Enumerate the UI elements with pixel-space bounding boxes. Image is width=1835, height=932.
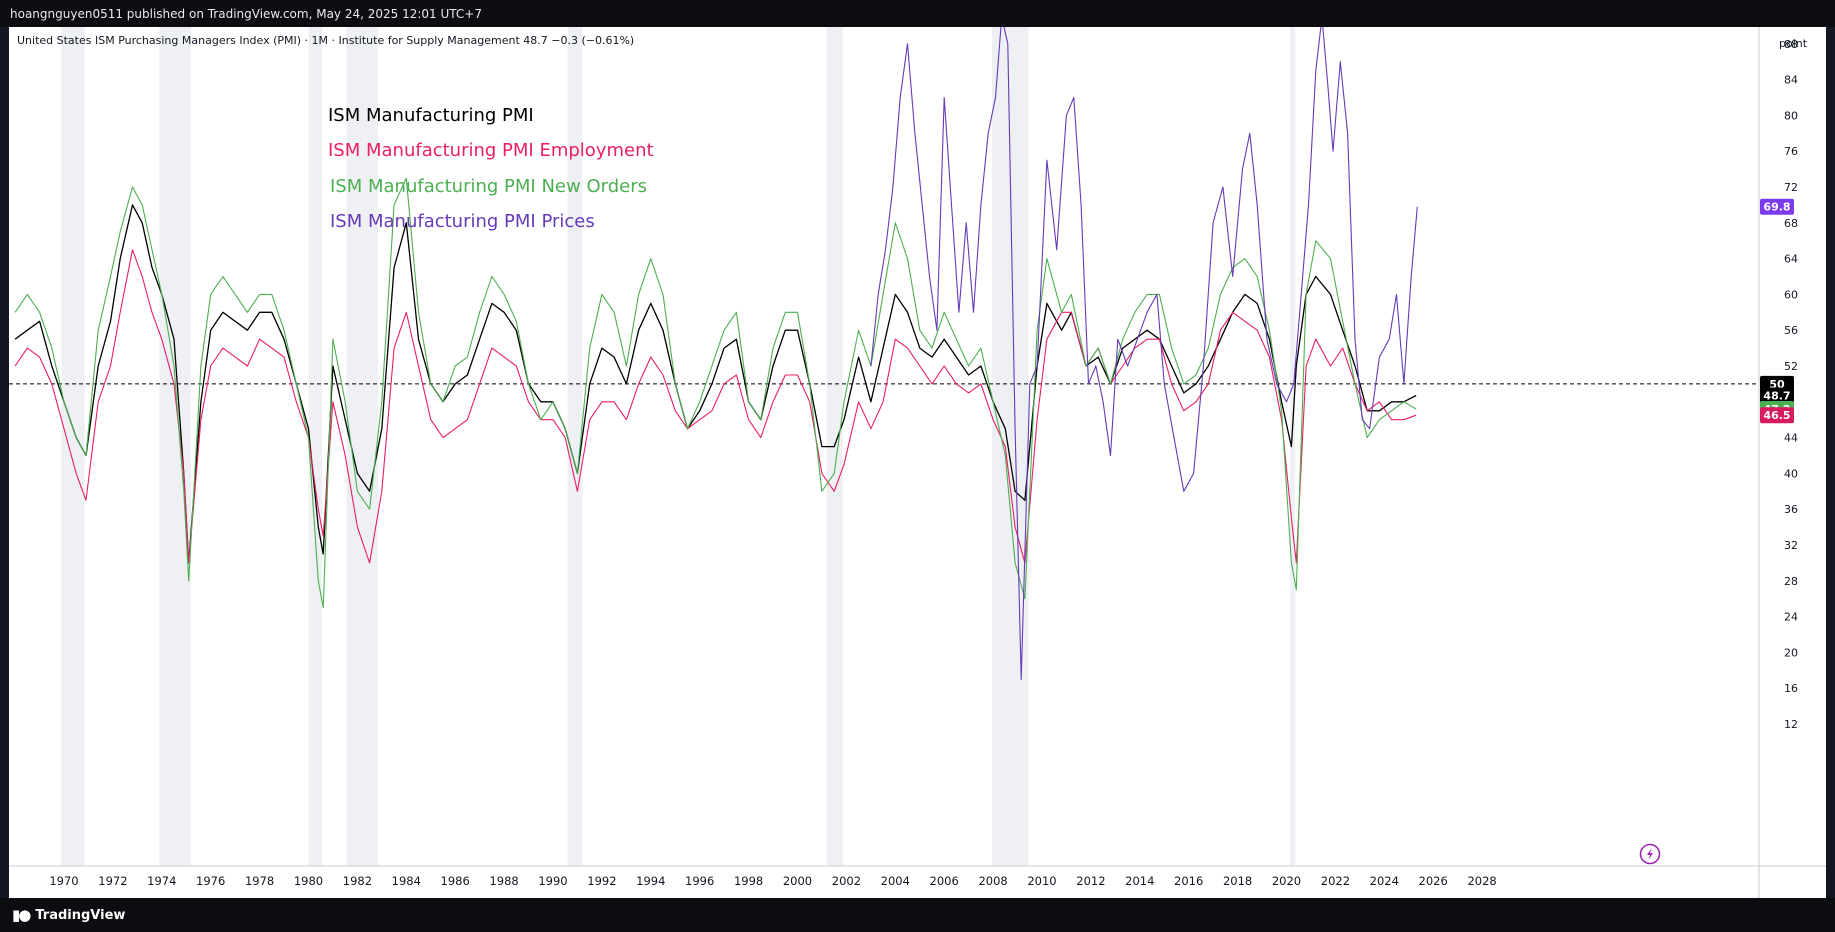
time-tick-label: 2006 [930,874,959,888]
series-line-2 [14,177,1417,609]
legend-item-pmi: ISM Manufacturing PMI [328,105,534,126]
price-tick-label: 80 [1784,109,1798,122]
recession-band [308,27,322,866]
last-value-badge-label: 46.5 [1763,409,1790,422]
recession-band [567,27,583,866]
price-tick-label: 24 [1784,611,1798,624]
legend: ISM Manufacturing PMI ISM Manufacturing … [328,105,654,232]
publisher-line: hoangnguyen0511 published on TradingView… [10,7,482,21]
time-axis[interactable]: 1970 1972 1974 1976 1978 1980 1982 1984 1986 1988… [49,874,1496,888]
publisher-bar: hoangnguyen0511 published on TradingView… [0,0,1835,27]
time-tick-label: 1986 [441,874,470,888]
last-value-badge [1760,407,1794,424]
price-tick-label: 84 [1784,74,1798,87]
series-line-3 [870,16,1418,680]
time-tick-label: 2002 [832,874,861,888]
legend-item-employment: ISM Manufacturing PMI Employment [328,140,654,161]
time-tick-label: 2028 [1467,874,1496,888]
time-tick-label: 1970 [49,874,78,888]
price-tick-label: 56 [1784,324,1798,337]
time-tick-label: 2004 [881,874,910,888]
price-tick-label: 44 [1784,432,1798,445]
price-axis[interactable]: 1216202428323640445256606468727680848892… [1784,2,1798,731]
time-tick-label: 2020 [1272,874,1301,888]
price-tick-label: 20 [1784,646,1798,659]
recession-bands [61,27,1296,866]
time-tick-label: 1994 [636,874,665,888]
series-line-0 [14,204,1417,564]
price-tick-label: 36 [1784,503,1798,516]
time-tick-label: 2026 [1419,874,1448,888]
time-tick-label: 1998 [734,874,763,888]
time-tick-label: 1976 [196,874,225,888]
last-value-badge [1760,387,1794,404]
price-tick-label: 76 [1784,145,1798,158]
footer-brand: TradingView [35,907,126,923]
price-tick-label: 64 [1784,253,1798,266]
time-tick-label: 1988 [489,874,518,888]
chart-frame[interactable]: 1216202428323640445256606468727680848892… [9,2,1826,898]
price-tick-label: 28 [1784,575,1798,588]
price-tick-label: 32 [1784,539,1798,552]
time-tick-label: 2016 [1174,874,1203,888]
last-value-badge-label: 69.8 [1763,201,1790,214]
price-tick-label: 40 [1784,467,1798,480]
time-tick-label: 1980 [294,874,323,888]
price-tick-label: 52 [1784,360,1798,373]
time-tick-label: 2014 [1125,874,1154,888]
time-tick-label: 2018 [1223,874,1252,888]
recession-band [159,27,192,866]
chart-header: United States ISM Purchasing Managers In… [17,34,634,47]
price-tick-label: 60 [1784,288,1798,301]
time-tick-label: 2008 [978,874,1007,888]
price-tick-label: 72 [1784,181,1798,194]
legend-item-prices: ISM Manufacturing PMI Prices [330,211,595,232]
footer-bar: ▮● TradingView [0,898,1835,932]
last-value-badge-label: 48.7 [1763,390,1790,403]
time-tick-label: 2012 [1076,874,1105,888]
price-tick-label: 12 [1784,718,1798,731]
series-layer [14,16,1418,680]
time-tick-label: 1984 [392,874,421,888]
time-tick-label: 2024 [1370,874,1399,888]
lightning-icon[interactable] [1639,843,1661,865]
recession-band [1290,27,1296,866]
chart-svg[interactable]: 1216202428323640445256606468727680848892… [9,2,1826,898]
price-axis-unit: point [1779,37,1808,50]
time-tick-label: 2022 [1321,874,1350,888]
price-tick-label: 88 [1784,38,1798,51]
last-value-badge [1760,198,1794,215]
time-tick-label: 1974 [147,874,176,888]
time-tick-label: 1978 [245,874,274,888]
time-tick-label: 1990 [538,874,567,888]
time-tick-label: 2010 [1027,874,1056,888]
time-tick-label: 1972 [98,874,127,888]
time-tick-label: 1992 [587,874,616,888]
recession-band [61,27,85,866]
price-tick-label: 16 [1784,682,1798,695]
tradingview-logo-icon: ▮● [12,906,31,924]
series-line-1 [14,249,1417,564]
tradingview-logo[interactable]: ▮● TradingView [12,906,126,924]
legend-item-new-orders: ISM Manufacturing PMI New Orders [330,176,647,197]
price-tick-label: 68 [1784,217,1798,230]
time-tick-label: 1996 [685,874,714,888]
time-tick-label: 2000 [783,874,812,888]
time-tick-label: 1982 [343,874,372,888]
